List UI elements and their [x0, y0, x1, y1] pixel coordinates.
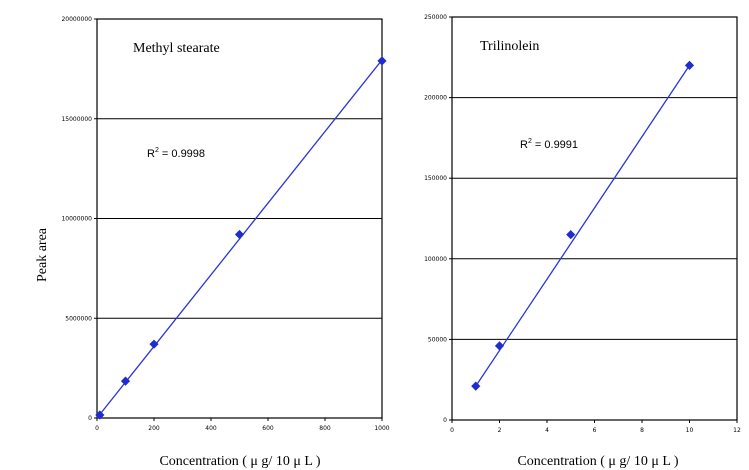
chart-trilinolein: 0 50000 100000 150000 200000 250000 0 2 4 6 8 10 12 T… — [424, 14, 741, 469]
data-point — [566, 230, 576, 240]
x-tick-label: 8 — [640, 427, 644, 434]
trendline — [475, 64, 691, 387]
x-tick-label: 400 — [205, 425, 217, 432]
data-point — [120, 376, 131, 386]
y-tick-label: 5000000 — [65, 315, 92, 322]
y-tick-label: 50000 — [428, 336, 447, 343]
x-tick-label: 800 — [319, 425, 331, 432]
y-tick-label: 150000 — [424, 175, 447, 182]
y-axis-label: Peak area — [35, 227, 50, 282]
x-tick-label: 6 — [593, 427, 597, 434]
y-tick-label: 0 — [443, 417, 447, 424]
x-tick-label: 0 — [450, 427, 454, 434]
r-squared-annotation: R2 = 0.9991 — [520, 138, 578, 151]
x-axis-label: Concentration ( μ g/ 10 μ L ) — [517, 454, 678, 469]
x-tick-label: 4 — [545, 427, 549, 434]
chart-methyl-stearate: 0 5000000 10000000 15000000 20000000 0 200 400 6… — [61, 16, 389, 469]
x-tick-label: 1000 — [374, 425, 389, 432]
data-point — [95, 410, 105, 420]
y-tick-label: 100000 — [424, 256, 447, 263]
data-point — [234, 229, 245, 240]
chart-title: Methyl stearate — [133, 41, 220, 56]
data-point — [377, 56, 387, 66]
x-tick-label: 2 — [498, 427, 502, 434]
y-tick-label: 0 — [88, 415, 92, 422]
x-axis-label: Concentration ( μ g/ 10 μ L ) — [159, 454, 320, 469]
chart-title: Trilinolein — [480, 39, 539, 54]
plot-area — [451, 16, 738, 421]
data-point — [494, 341, 505, 351]
x-tick-label: 200 — [148, 425, 160, 432]
data-point — [471, 381, 481, 391]
y-tick-label: 15000000 — [61, 116, 92, 123]
x-tick-label: 600 — [262, 425, 274, 432]
y-tick-label: 10000000 — [61, 216, 92, 223]
y-tick-label: 20000000 — [61, 16, 92, 23]
data-point — [149, 339, 159, 349]
x-tick-label: 10 — [686, 427, 694, 434]
y-tick-label: 250000 — [424, 14, 447, 21]
x-tick-label: 12 — [733, 427, 741, 434]
data-point — [684, 60, 695, 70]
y-tick-label: 200000 — [424, 95, 447, 102]
x-tick-label: 0 — [95, 425, 99, 432]
r-squared-annotation: R2 = 0.9998 — [147, 147, 205, 160]
